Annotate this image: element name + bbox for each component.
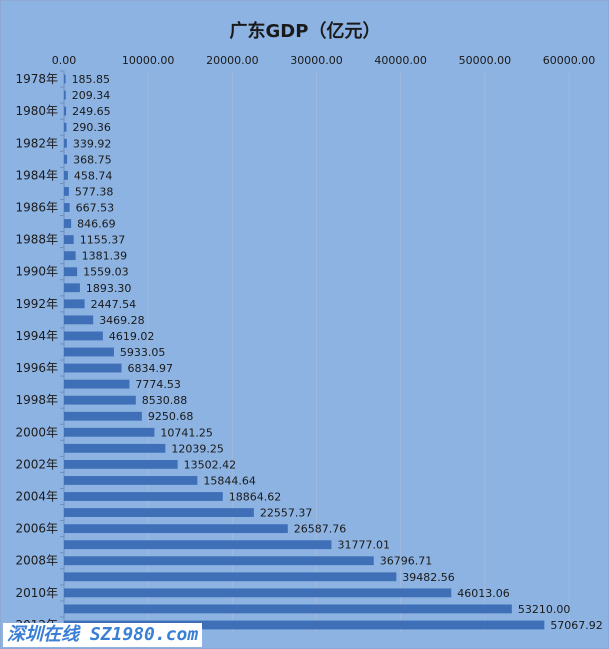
bar bbox=[64, 331, 103, 341]
bar bbox=[64, 524, 288, 534]
bar-value-label: 5933.05 bbox=[120, 346, 165, 359]
bar-value-label: 249.65 bbox=[72, 105, 111, 118]
bar-value-label: 46013.06 bbox=[457, 587, 510, 600]
bar bbox=[64, 203, 70, 212]
bar bbox=[64, 315, 94, 325]
x-tick-label: 50000.00 bbox=[459, 54, 512, 67]
bar-value-label: 57067.92 bbox=[550, 619, 603, 632]
category-label: 2006年 bbox=[15, 522, 58, 536]
bar bbox=[64, 90, 66, 100]
bar-value-label: 667.53 bbox=[76, 201, 115, 214]
bar-value-label: 577.38 bbox=[75, 185, 114, 198]
bar bbox=[64, 411, 142, 421]
bar bbox=[64, 508, 254, 517]
bar-value-label: 846.69 bbox=[77, 218, 116, 231]
category-label: 1996年 bbox=[15, 361, 58, 375]
bar-value-label: 185.85 bbox=[72, 73, 111, 86]
x-tick-label: 30000.00 bbox=[290, 54, 343, 67]
bar bbox=[64, 620, 545, 630]
bar-value-label: 3469.28 bbox=[99, 314, 144, 327]
bar-value-label: 26587.76 bbox=[294, 523, 347, 536]
bar bbox=[64, 540, 332, 550]
bar-value-label: 13502.42 bbox=[184, 458, 237, 471]
x-tick-label: 10000.00 bbox=[122, 54, 175, 67]
bar-value-label: 339.92 bbox=[73, 137, 112, 150]
bar bbox=[64, 604, 512, 614]
category-label: 1984年 bbox=[15, 168, 58, 182]
bar-value-label: 39482.56 bbox=[402, 571, 455, 584]
bar bbox=[64, 106, 67, 116]
bar bbox=[64, 443, 166, 453]
category-label: 2002年 bbox=[15, 457, 58, 471]
x-tick-label: 40000.00 bbox=[374, 54, 427, 67]
bar bbox=[64, 154, 68, 164]
bar bbox=[64, 347, 114, 357]
bar bbox=[64, 459, 178, 469]
category-label: 1998年 bbox=[15, 393, 58, 407]
chart-title: 广东GDP（亿元） bbox=[230, 20, 381, 42]
bar-value-label: 53210.00 bbox=[518, 603, 571, 616]
bar bbox=[64, 363, 122, 373]
bar-value-label: 15844.64 bbox=[203, 474, 256, 487]
bar-value-label: 31777.01 bbox=[337, 539, 390, 552]
x-tick-label: 0.00 bbox=[52, 54, 77, 67]
bar-value-label: 1155.37 bbox=[80, 234, 126, 247]
bar bbox=[64, 235, 74, 245]
bar bbox=[64, 74, 66, 84]
bar-value-label: 1559.03 bbox=[83, 266, 128, 279]
bar bbox=[64, 170, 68, 180]
bar-value-label: 12039.25 bbox=[171, 442, 224, 455]
bar-value-label: 209.34 bbox=[72, 89, 111, 102]
bar-value-label: 4619.02 bbox=[109, 330, 155, 343]
bar-value-label: 6834.97 bbox=[128, 362, 174, 375]
bar bbox=[64, 299, 85, 309]
bar bbox=[64, 492, 223, 501]
bar-value-label: 2447.54 bbox=[91, 298, 137, 311]
site-watermark: 深圳在线 SZ1980.com bbox=[3, 623, 203, 647]
bar-value-label: 7774.53 bbox=[135, 378, 181, 391]
bar-value-label: 290.36 bbox=[72, 121, 111, 134]
bar bbox=[64, 572, 397, 582]
bar-value-label: 10741.25 bbox=[160, 426, 213, 439]
bar bbox=[64, 395, 136, 405]
x-tick-label: 20000.00 bbox=[206, 54, 259, 67]
category-label: 1980年 bbox=[15, 104, 58, 118]
bar bbox=[64, 138, 67, 148]
bar-value-label: 18864.62 bbox=[229, 491, 282, 504]
bar-value-label: 1381.39 bbox=[82, 250, 128, 263]
bar bbox=[64, 283, 80, 293]
bar bbox=[64, 427, 155, 437]
category-label: 1978年 bbox=[15, 72, 58, 86]
category-label: 1986年 bbox=[15, 200, 58, 214]
bar-value-label: 8530.88 bbox=[142, 394, 188, 407]
bar-value-label: 22557.37 bbox=[260, 507, 313, 520]
bar-value-label: 9250.68 bbox=[148, 410, 194, 423]
category-label: 2000年 bbox=[15, 425, 58, 439]
bar bbox=[64, 556, 374, 566]
category-label: 2008年 bbox=[15, 554, 58, 568]
bar bbox=[64, 476, 198, 485]
category-label: 1982年 bbox=[15, 136, 58, 150]
x-tick-label: 60000.00 bbox=[543, 54, 596, 67]
bar bbox=[64, 251, 76, 261]
category-label: 2010年 bbox=[15, 586, 58, 600]
bar-value-label: 1893.30 bbox=[86, 282, 132, 295]
bar-value-label: 458.74 bbox=[74, 169, 113, 182]
bar-value-label: 36796.71 bbox=[380, 555, 433, 568]
bar bbox=[64, 219, 72, 228]
category-label: 2004年 bbox=[15, 490, 58, 504]
category-label: 1990年 bbox=[15, 265, 58, 279]
bar bbox=[64, 122, 67, 132]
category-label: 1992年 bbox=[15, 297, 58, 311]
category-label: 1994年 bbox=[15, 329, 58, 343]
bar bbox=[64, 187, 69, 196]
bar bbox=[64, 267, 78, 277]
category-label: 1988年 bbox=[15, 233, 58, 247]
bar-value-label: 368.75 bbox=[73, 153, 112, 166]
bar bbox=[64, 379, 130, 389]
bar bbox=[64, 588, 452, 598]
